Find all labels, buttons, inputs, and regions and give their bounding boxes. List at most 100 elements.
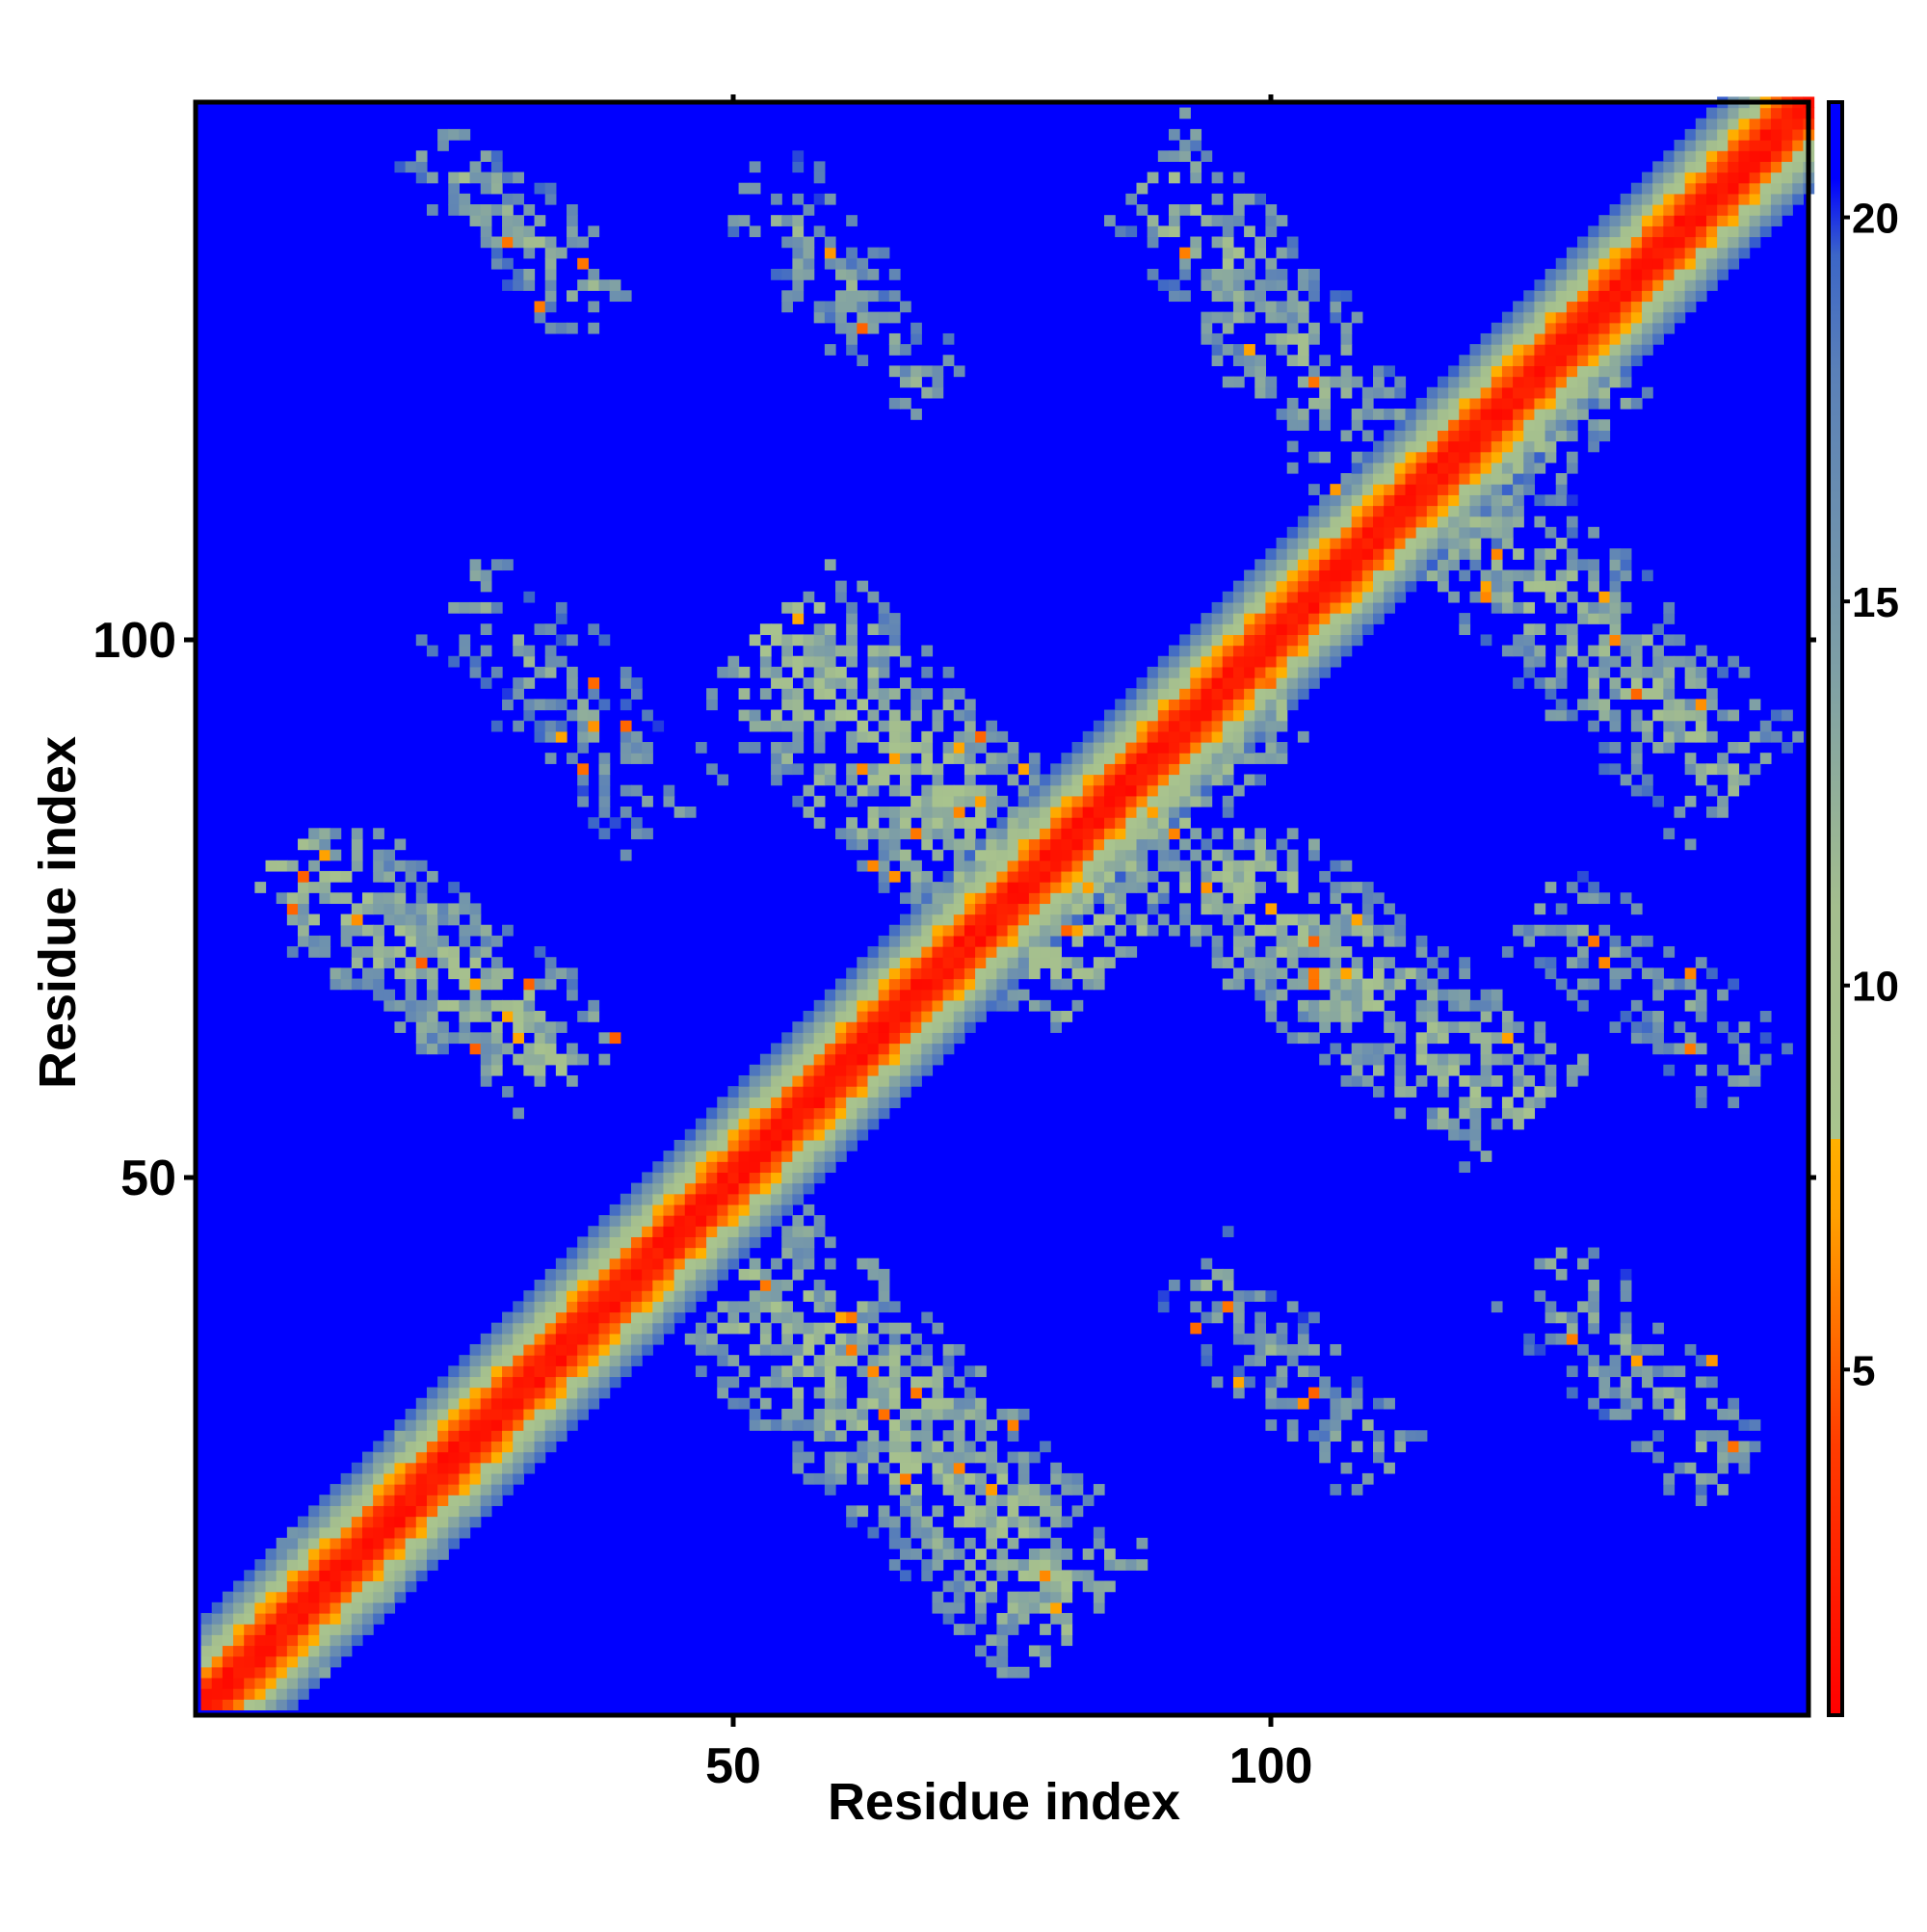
heatmap-cell bbox=[792, 1257, 805, 1270]
heatmap-cell bbox=[1232, 580, 1245, 593]
heatmap-cell bbox=[1792, 128, 1805, 141]
heatmap-cell bbox=[1286, 397, 1299, 410]
heatmap-cell bbox=[1222, 1268, 1234, 1281]
heatmap-cell bbox=[276, 1645, 288, 1657]
heatmap-cell bbox=[1448, 591, 1460, 603]
heatmap-cell bbox=[1104, 806, 1116, 818]
heatmap-cell bbox=[953, 730, 965, 743]
heatmap-cell bbox=[1642, 225, 1653, 238]
heatmap-cell bbox=[1598, 645, 1611, 657]
heatmap-cell bbox=[759, 1343, 772, 1356]
heatmap-cell bbox=[1222, 903, 1234, 915]
heatmap-cell bbox=[361, 946, 374, 958]
heatmap-cell bbox=[373, 903, 384, 915]
heatmap-cell bbox=[588, 817, 600, 829]
heatmap-cell bbox=[1232, 344, 1245, 356]
heatmap-cell bbox=[1061, 784, 1073, 797]
heatmap-cell bbox=[1017, 1601, 1030, 1614]
heatmap-cell bbox=[1598, 699, 1611, 711]
heatmap-cell bbox=[921, 817, 934, 829]
heatmap-cell bbox=[1330, 516, 1342, 528]
heatmap-cell bbox=[857, 268, 869, 280]
heatmap-cell bbox=[911, 1451, 922, 1464]
heatmap-cell bbox=[1136, 182, 1148, 195]
heatmap-cell bbox=[1501, 1011, 1514, 1022]
heatmap-cell bbox=[1513, 1074, 1524, 1087]
heatmap-cell bbox=[738, 1204, 751, 1216]
heatmap-cell bbox=[867, 860, 880, 872]
heatmap-cell bbox=[846, 1043, 858, 1055]
heatmap-cell bbox=[857, 730, 869, 743]
heatmap-cell bbox=[803, 634, 815, 647]
heatmap-cell bbox=[286, 1666, 299, 1679]
heatmap-cell bbox=[394, 860, 407, 872]
heatmap-cell bbox=[502, 699, 514, 711]
heatmap-cell bbox=[513, 1451, 524, 1464]
heatmap-cell bbox=[1308, 935, 1320, 947]
heatmap-cell bbox=[1222, 268, 1234, 280]
heatmap-cell bbox=[846, 1032, 858, 1045]
heatmap-cell bbox=[1415, 1053, 1428, 1066]
heatmap-cell bbox=[1620, 1290, 1632, 1302]
heatmap-cell bbox=[1738, 666, 1751, 678]
heatmap-cell bbox=[1555, 301, 1568, 313]
heatmap-cell bbox=[1480, 386, 1492, 399]
heatmap-cell bbox=[1684, 999, 1697, 1012]
heatmap-cell bbox=[544, 720, 557, 732]
heatmap-cell bbox=[824, 1408, 836, 1420]
heatmap-cell bbox=[1459, 1107, 1471, 1120]
heatmap-cell bbox=[1254, 613, 1267, 624]
heatmap-cell bbox=[555, 1397, 568, 1410]
heatmap-cell bbox=[1308, 332, 1320, 345]
heatmap-cell bbox=[695, 1333, 707, 1345]
heatmap-cell bbox=[1093, 1601, 1105, 1614]
heatmap-cell bbox=[1598, 301, 1611, 313]
heatmap-cell bbox=[1437, 1074, 1449, 1087]
heatmap-cell bbox=[857, 1472, 869, 1485]
heatmap-cell bbox=[1286, 882, 1299, 893]
heatmap-cell bbox=[1330, 537, 1342, 549]
heatmap-cell bbox=[1620, 634, 1632, 647]
heatmap-cell bbox=[620, 1226, 632, 1237]
heatmap-cell bbox=[1415, 1043, 1428, 1055]
heatmap-cell bbox=[867, 655, 880, 668]
heatmap-cell bbox=[1544, 1311, 1557, 1324]
heatmap-cell bbox=[567, 1419, 578, 1431]
heatmap-cell bbox=[932, 709, 944, 722]
heatmap-cell bbox=[480, 1355, 492, 1366]
heatmap-cell bbox=[888, 290, 901, 303]
heatmap-cell bbox=[1630, 257, 1643, 270]
heatmap-cell bbox=[1330, 311, 1342, 324]
heatmap-cell bbox=[620, 1236, 632, 1249]
heatmap-cell bbox=[911, 1526, 922, 1539]
heatmap-cell bbox=[1534, 580, 1546, 593]
heatmap-cell bbox=[813, 1161, 826, 1174]
heatmap-cell bbox=[480, 1043, 492, 1055]
heatmap-cell bbox=[1426, 1118, 1439, 1130]
heatmap-cell bbox=[1728, 763, 1740, 776]
heatmap-cell bbox=[1459, 505, 1471, 517]
heatmap-cell bbox=[975, 978, 987, 991]
heatmap-cell bbox=[1147, 806, 1159, 818]
heatmap-cell bbox=[749, 1097, 761, 1109]
heatmap-cell bbox=[544, 1365, 557, 1378]
heatmap-cell bbox=[1480, 376, 1492, 388]
heatmap-cell bbox=[1050, 817, 1062, 829]
heatmap-cell bbox=[286, 1677, 299, 1689]
heatmap-cell bbox=[1598, 290, 1611, 303]
heatmap-cell bbox=[1201, 838, 1213, 851]
heatmap-cell bbox=[792, 1247, 805, 1259]
heatmap-cell bbox=[1190, 753, 1202, 764]
heatmap-cell bbox=[1157, 699, 1170, 711]
heatmap-cell bbox=[1491, 322, 1503, 334]
heatmap-cell bbox=[383, 1505, 396, 1518]
heatmap-cell bbox=[1265, 559, 1278, 571]
heatmap-cell bbox=[1071, 817, 1084, 829]
heatmap-cell bbox=[523, 225, 536, 238]
heatmap-cell bbox=[437, 1537, 449, 1549]
heatmap-cell bbox=[953, 1376, 965, 1389]
heatmap-cell bbox=[1297, 623, 1309, 636]
heatmap-cell bbox=[899, 935, 911, 947]
heatmap-cell bbox=[717, 1107, 729, 1120]
heatmap-cell bbox=[1319, 526, 1331, 539]
